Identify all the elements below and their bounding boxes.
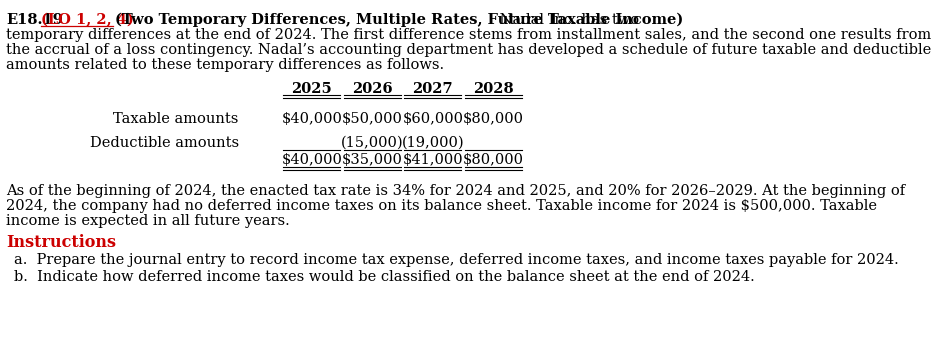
Text: b.  Indicate how deferred income taxes would be classified on the balance sheet : b. Indicate how deferred income taxes wo… (14, 270, 755, 284)
Text: (Two Temporary Differences, Multiple Rates, Future Taxable Income): (Two Temporary Differences, Multiple Rat… (115, 13, 684, 27)
Text: Deductible amounts: Deductible amounts (89, 136, 239, 150)
Text: 2025: 2025 (292, 82, 332, 96)
Text: 2026: 2026 (352, 82, 393, 96)
Text: (19,000): (19,000) (401, 136, 464, 150)
Text: $60,000: $60,000 (402, 112, 463, 126)
Text: 2027: 2027 (413, 82, 453, 96)
Text: (LO 1, 2, 4): (LO 1, 2, 4) (41, 13, 133, 27)
Text: temporary differences at the end of 2024. The first difference stems from instal: temporary differences at the end of 2024… (7, 28, 932, 42)
Text: $80,000: $80,000 (463, 153, 524, 167)
Text: $50,000: $50,000 (341, 112, 403, 126)
Text: 2028: 2028 (473, 82, 514, 96)
Text: income is expected in all future years.: income is expected in all future years. (7, 214, 290, 228)
Text: $35,000: $35,000 (341, 153, 403, 167)
Text: $41,000: $41,000 (402, 153, 463, 167)
Text: $80,000: $80,000 (463, 112, 524, 126)
Text: 2024, the company had no deferred income taxes on its balance sheet. Taxable inc: 2024, the company had no deferred income… (7, 199, 878, 213)
Text: (15,000): (15,000) (341, 136, 403, 150)
Text: $40,000: $40,000 (281, 153, 342, 167)
Text: Nadal Inc. has two: Nadal Inc. has two (495, 13, 639, 27)
Text: E18.19: E18.19 (7, 13, 63, 27)
Text: amounts related to these temporary differences as follows.: amounts related to these temporary diffe… (7, 58, 444, 72)
Text: As of the beginning of 2024, the enacted tax rate is 34% for 2024 and 2025, and : As of the beginning of 2024, the enacted… (7, 184, 905, 198)
Text: Instructions: Instructions (7, 234, 116, 251)
Text: a.  Prepare the journal entry to record income tax expense, deferred income taxe: a. Prepare the journal entry to record i… (14, 253, 899, 267)
Text: Taxable amounts: Taxable amounts (113, 112, 239, 126)
Text: the accrual of a loss contingency. Nadal’s accounting department has developed a: the accrual of a loss contingency. Nadal… (7, 43, 932, 57)
Text: $40,000: $40,000 (281, 112, 342, 126)
